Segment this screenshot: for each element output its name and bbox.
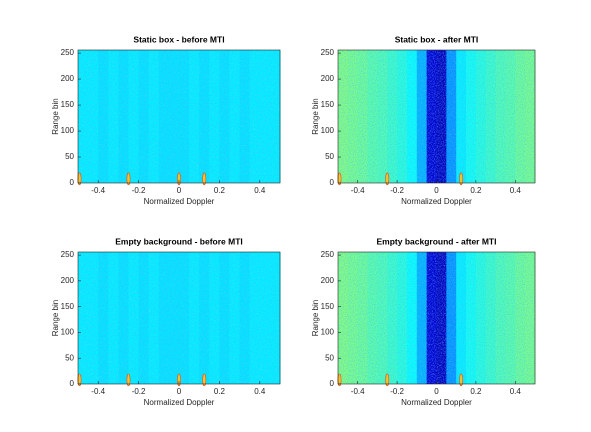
x-tick-label: -0.4 [351,387,365,396]
y-axis-label: Range bin [311,98,320,134]
target-blob [202,172,207,186]
target-blob [202,373,207,387]
x-tick-label: -0.4 [91,186,105,195]
x-axis-label: Normalized Doppler [144,197,215,206]
y-tick-label: 250 [61,48,75,57]
x-axis-label: Normalized Doppler [401,398,472,407]
x-tick-label: 0.2 [214,186,226,195]
x-tick-label: 0 [177,387,182,396]
chart-title: Static box - before MTI [133,34,224,44]
x-tick-label: 0 [177,186,182,195]
noise-texture [338,50,535,183]
chart-title: Static box - after MTI [395,34,479,44]
x-tick-label: 0.4 [254,387,266,396]
y-tick-label: 150 [321,100,335,109]
x-tick-label: -0.4 [351,186,365,195]
x-tick-label: 0 [434,186,439,195]
target-blob [126,172,131,186]
x-tick-label: -0.2 [390,387,404,396]
y-tick-label: 50 [325,353,334,362]
y-tick-label: 150 [61,302,75,311]
y-axis-label: Range bin [51,98,60,134]
x-tick-label: -0.2 [132,186,146,195]
x-tick-label: 0.2 [470,387,482,396]
x-tick-label: -0.4 [91,387,105,396]
y-tick-label: 50 [65,152,74,161]
y-tick-label: 0 [70,379,75,388]
x-tick-label: 0 [434,387,439,396]
target-blob [177,373,181,387]
x-tick-label: 0.4 [510,186,522,195]
y-tick-label: 0 [330,379,335,388]
y-tick-label: 0 [330,178,335,187]
target-blob [385,172,390,186]
y-tick-label: 0 [70,178,75,187]
x-tick-label: 0.2 [214,387,226,396]
y-tick-label: 200 [61,276,75,285]
y-tick-label: 100 [321,126,335,135]
noise-texture [78,252,280,384]
target-blob [459,172,464,186]
y-tick-label: 100 [61,126,75,135]
chart-title: Empty background - before MTI [115,236,243,246]
y-tick-label: 250 [321,48,335,57]
y-axis-label: Range bin [51,300,60,336]
target-blob [459,373,464,387]
y-tick-label: 250 [321,250,335,259]
y-tick-label: 200 [61,74,75,83]
y-tick-label: 150 [61,100,75,109]
y-tick-label: 200 [321,276,335,285]
y-tick-label: 50 [325,152,334,161]
target-blob [126,373,131,387]
y-tick-label: 200 [321,74,335,83]
noise-texture [78,50,280,183]
y-tick-label: 50 [65,353,74,362]
x-tick-label: -0.2 [390,186,404,195]
y-axis-label: Range bin [311,300,320,336]
x-tick-label: 0.2 [470,186,482,195]
y-tick-label: 100 [61,328,75,337]
y-tick-label: 100 [321,328,335,337]
target-blob [177,172,181,186]
chart-title: Empty background - after MTI [377,236,497,246]
x-tick-label: 0.4 [254,186,266,195]
x-axis-label: Normalized Doppler [401,197,472,206]
noise-texture [338,252,535,384]
x-axis-label: Normalized Doppler [144,398,215,407]
x-tick-label: 0.4 [510,387,522,396]
x-tick-label: -0.2 [132,387,146,396]
target-blob [385,373,390,387]
y-tick-label: 150 [321,302,335,311]
y-tick-label: 250 [61,250,75,259]
